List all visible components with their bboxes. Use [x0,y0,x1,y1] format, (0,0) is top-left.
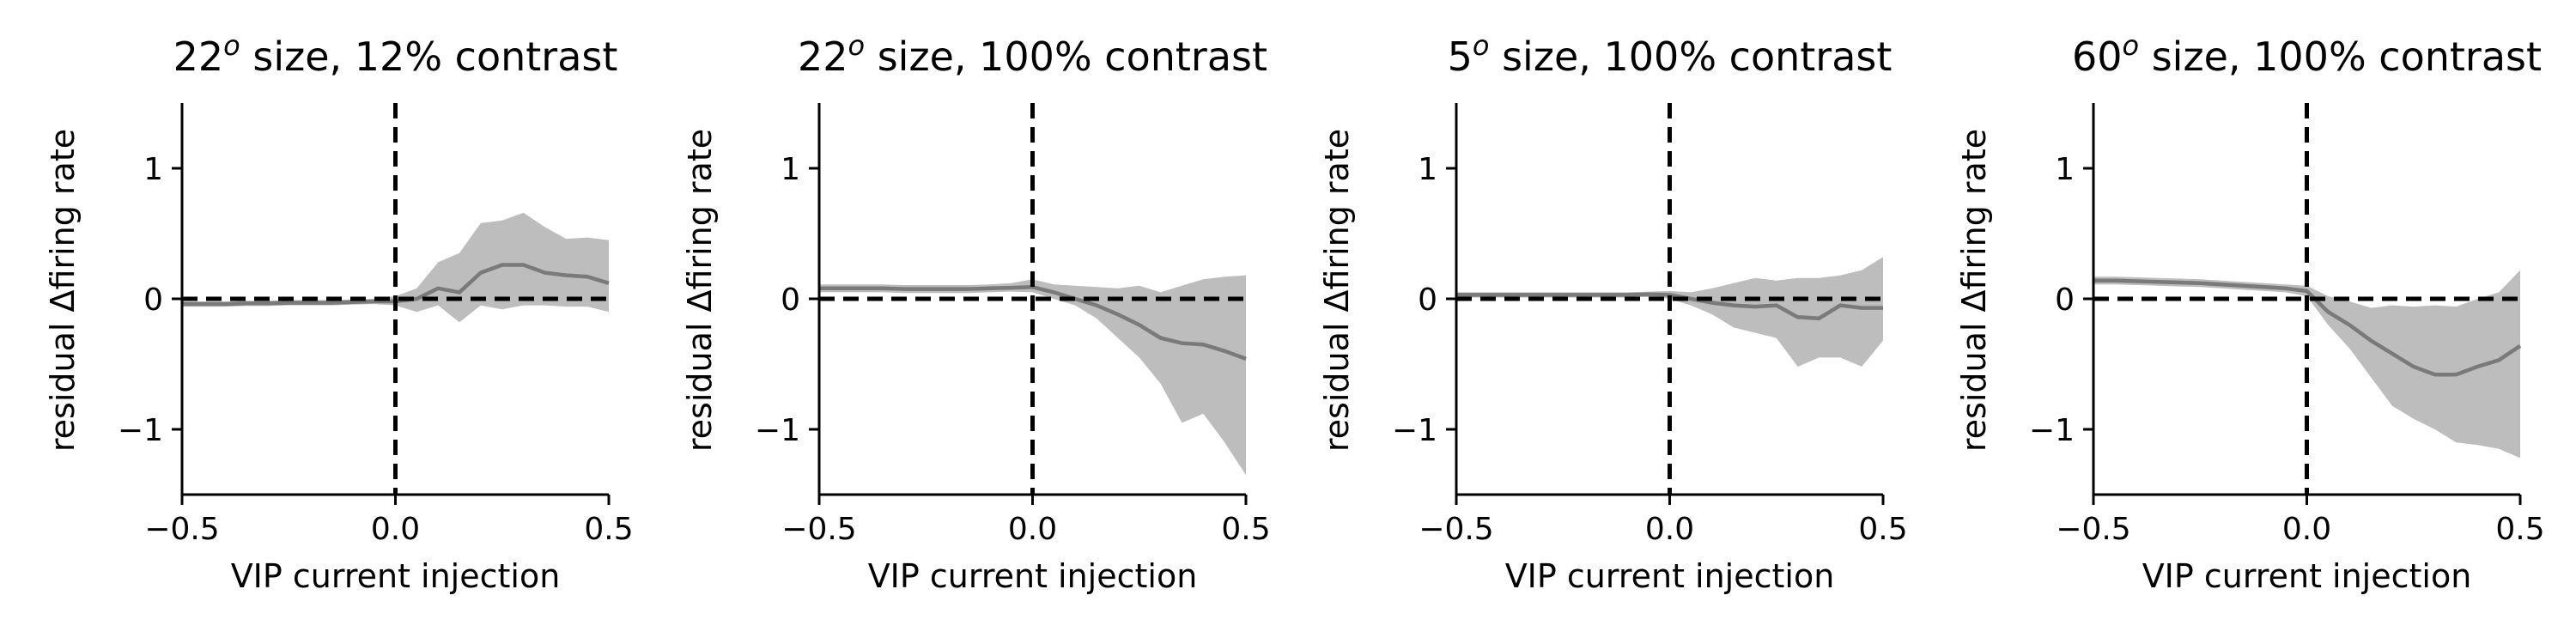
y-tick-label: 0 [143,283,163,318]
x-tick-label: 0.5 [2495,512,2544,547]
x-tick-label: −0.5 [1419,512,1493,547]
x-axis-label: VIP current injection [2142,557,2472,595]
x-axis-label: VIP current injection [1505,557,1835,595]
chart-panel-3: −0.5 0.0 0.5 −1 0 1 VIP current injection resid… [1318,29,1908,595]
confidence-band [1456,257,1883,367]
x-tick-label: 0.0 [1645,512,1694,547]
x-tick-label: 0.5 [1221,512,1270,547]
y-tick-label: 1 [2055,152,2075,187]
confidence-band [2093,270,2520,459]
x-tick-label: 0.0 [371,512,420,547]
y-axis-label: residual Δfiring rate [1955,129,1993,452]
x-tick-label: 0.5 [584,512,633,547]
chart-panel-4: −0.5 0.0 0.5 −1 0 1 VIP current injection resid… [1955,29,2545,595]
y-axis-label: residual Δfiring rate [44,129,82,452]
x-tick-label: 0.0 [1008,512,1057,547]
x-tick-label: −0.5 [144,512,219,547]
x-tick-label: −0.5 [2056,512,2130,547]
confidence-band [182,212,609,323]
x-axis-label: VIP current injection [868,557,1198,595]
chart-panel-1: −0.5 0.0 0.5 −1 0 1 VIP current injection resid… [44,29,634,595]
y-tick-label: 1 [143,152,163,187]
chart-title: 22o size, 100% contrast [798,29,1267,80]
x-tick-label: 0.5 [1858,512,1907,547]
y-tick-label: 0 [2055,283,2075,318]
x-tick-label: 0.0 [2282,512,2331,547]
chart-panel-2: −0.5 0.0 0.5 −1 0 1 VIP current injection resid… [681,29,1271,595]
chart-title: 5o size, 100% contrast [1448,29,1893,80]
y-tick-label: −1 [755,413,800,448]
y-tick-label: −1 [1392,413,1437,448]
y-tick-label: 0 [781,283,800,318]
mean-line [1456,292,1883,321]
y-tick-label: −1 [2029,413,2075,448]
mean-line [2093,278,2522,377]
chart-title: 22o size, 12% contrast [173,29,618,80]
y-axis-label: residual Δfiring rate [681,129,719,452]
y-tick-label: 1 [1418,152,1437,187]
mean-line [819,285,1247,361]
chart-title: 60o size, 100% contrast [2072,29,2542,80]
x-tick-label: −0.5 [781,512,856,547]
y-tick-label: 1 [781,152,800,187]
x-axis-label: VIP current injection [231,557,561,595]
y-axis-label: residual Δfiring rate [1318,129,1356,452]
y-tick-label: −1 [118,413,163,448]
y-tick-label: 0 [1418,283,1437,318]
